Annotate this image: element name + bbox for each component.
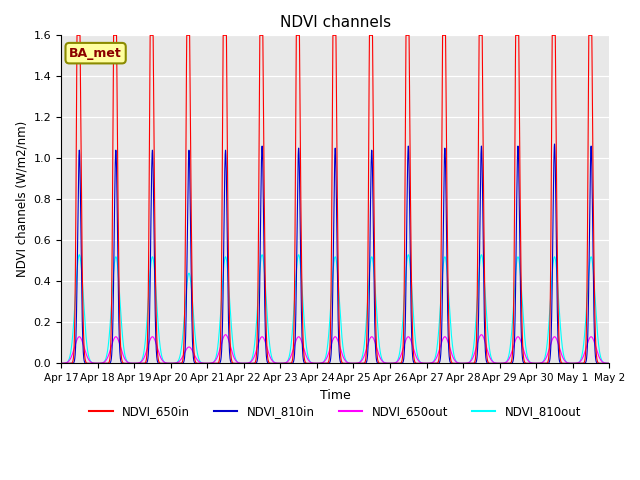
NDVI_650out [221, 332, 229, 337]
NDVI_810out [493, 360, 500, 366]
Line: NDVI_810out: NDVI_810out [61, 255, 609, 363]
NDVI_650in [493, 360, 500, 366]
NDVI_650in [256, 43, 264, 48]
NDVI_810out [406, 256, 413, 262]
NDVI_650out [493, 360, 500, 366]
NDVI_650out [381, 360, 389, 366]
NDVI_650in [605, 360, 613, 366]
NDVI_650in [381, 360, 389, 366]
X-axis label: Time: Time [320, 389, 351, 402]
NDVI_650out [84, 357, 92, 362]
NDVI_810in [84, 360, 92, 366]
NDVI_810out [57, 360, 65, 366]
Y-axis label: NDVI channels (W/m2/nm): NDVI channels (W/m2/nm) [15, 121, 28, 277]
NDVI_810out [464, 360, 472, 366]
NDVI_810in [493, 360, 500, 366]
NDVI_810out [605, 360, 613, 366]
NDVI_810in [406, 186, 413, 192]
NDVI_810out [84, 353, 92, 359]
NDVI_810out [381, 360, 389, 366]
NDVI_650out [464, 360, 472, 366]
NDVI_650out [605, 360, 613, 366]
NDVI_650in [85, 360, 93, 366]
NDVI_650in [464, 360, 472, 366]
Line: NDVI_650in: NDVI_650in [61, 36, 609, 363]
NDVI_810in [381, 360, 389, 366]
NDVI_650in [406, 81, 413, 87]
NDVI_810in [57, 360, 65, 366]
NDVI_650in [73, 33, 81, 38]
Line: NDVI_650out: NDVI_650out [61, 335, 609, 363]
NDVI_810in [464, 360, 472, 366]
NDVI_810out [256, 271, 264, 277]
NDVI_810in [605, 360, 613, 366]
NDVI_650out [57, 360, 65, 366]
NDVI_650out [256, 337, 264, 343]
Line: NDVI_810in: NDVI_810in [61, 144, 609, 363]
Text: BA_met: BA_met [69, 47, 122, 60]
Title: NDVI channels: NDVI channels [280, 15, 391, 30]
NDVI_810in [550, 141, 558, 147]
NDVI_650in [57, 360, 65, 366]
NDVI_650out [406, 335, 413, 340]
Legend: NDVI_650in, NDVI_810in, NDVI_650out, NDVI_810out: NDVI_650in, NDVI_810in, NDVI_650out, NDV… [84, 401, 586, 423]
NDVI_810out [259, 252, 266, 258]
NDVI_810in [256, 294, 264, 300]
